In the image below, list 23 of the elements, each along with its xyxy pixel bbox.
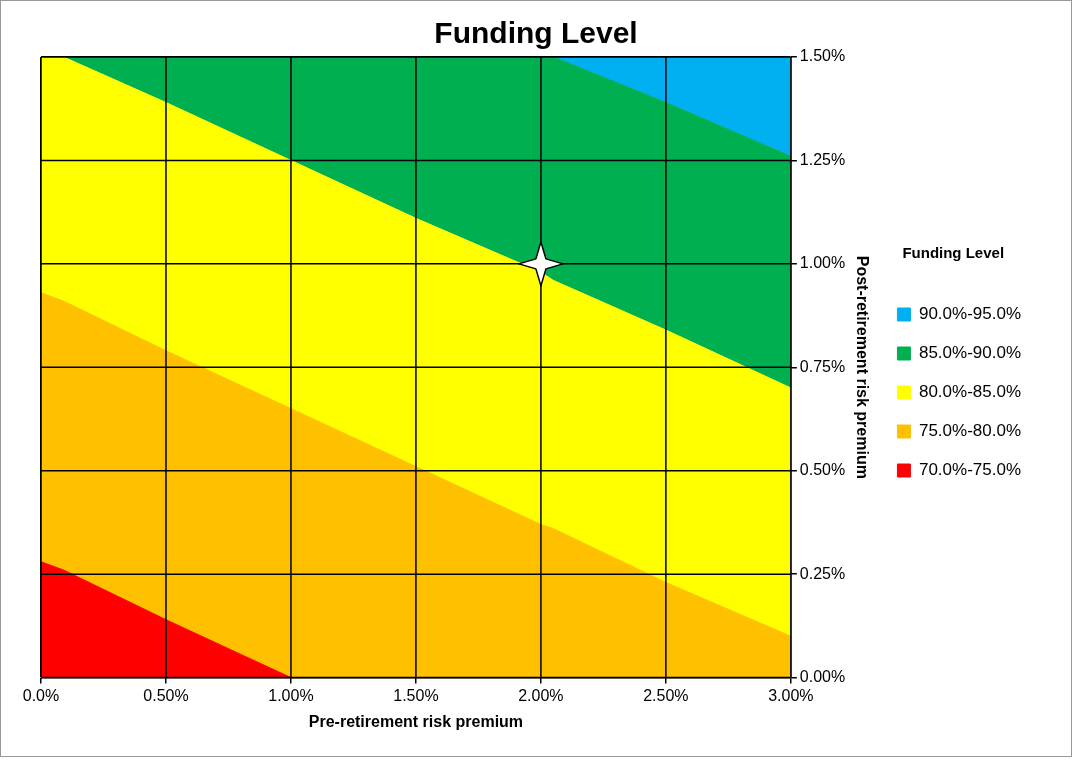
x-tick-label: 2.00% [518, 686, 564, 704]
chart-title: Funding Level [434, 16, 638, 50]
legend-title: Funding Level [902, 243, 1005, 261]
x-tick-label: 3.00% [768, 686, 814, 704]
x-axis-title: Pre-retirement risk premium [308, 712, 524, 730]
y-tick-label: 1.00% [799, 254, 846, 272]
x-tick-label: 1.50% [393, 686, 439, 704]
x-tick-label: 0.0% [22, 686, 60, 704]
y-tick-label: 0.75% [799, 357, 846, 375]
legend-label: 85.0%-90.0% [918, 343, 1022, 363]
x-tick-label: 0.50% [143, 686, 189, 704]
x-tick-label: 1.00% [268, 686, 314, 704]
legend-label: 90.0%-95.0% [918, 304, 1022, 324]
y-tick-label: 0.50% [799, 461, 846, 479]
y-tick-label: 0.00% [799, 668, 846, 686]
legend-label: 80.0%-85.0% [918, 382, 1022, 402]
y-tick-label: 1.50% [799, 47, 846, 65]
y-tick-label: 0.25% [799, 564, 846, 582]
legend-label: 70.0%-75.0% [918, 460, 1022, 480]
x-tick-label: 2.50% [643, 686, 689, 704]
legend-label: 75.0%-80.0% [918, 421, 1022, 441]
y-tick-label: 1.25% [799, 150, 846, 168]
y-axis-title: Post-retirement risk premium [854, 255, 872, 479]
